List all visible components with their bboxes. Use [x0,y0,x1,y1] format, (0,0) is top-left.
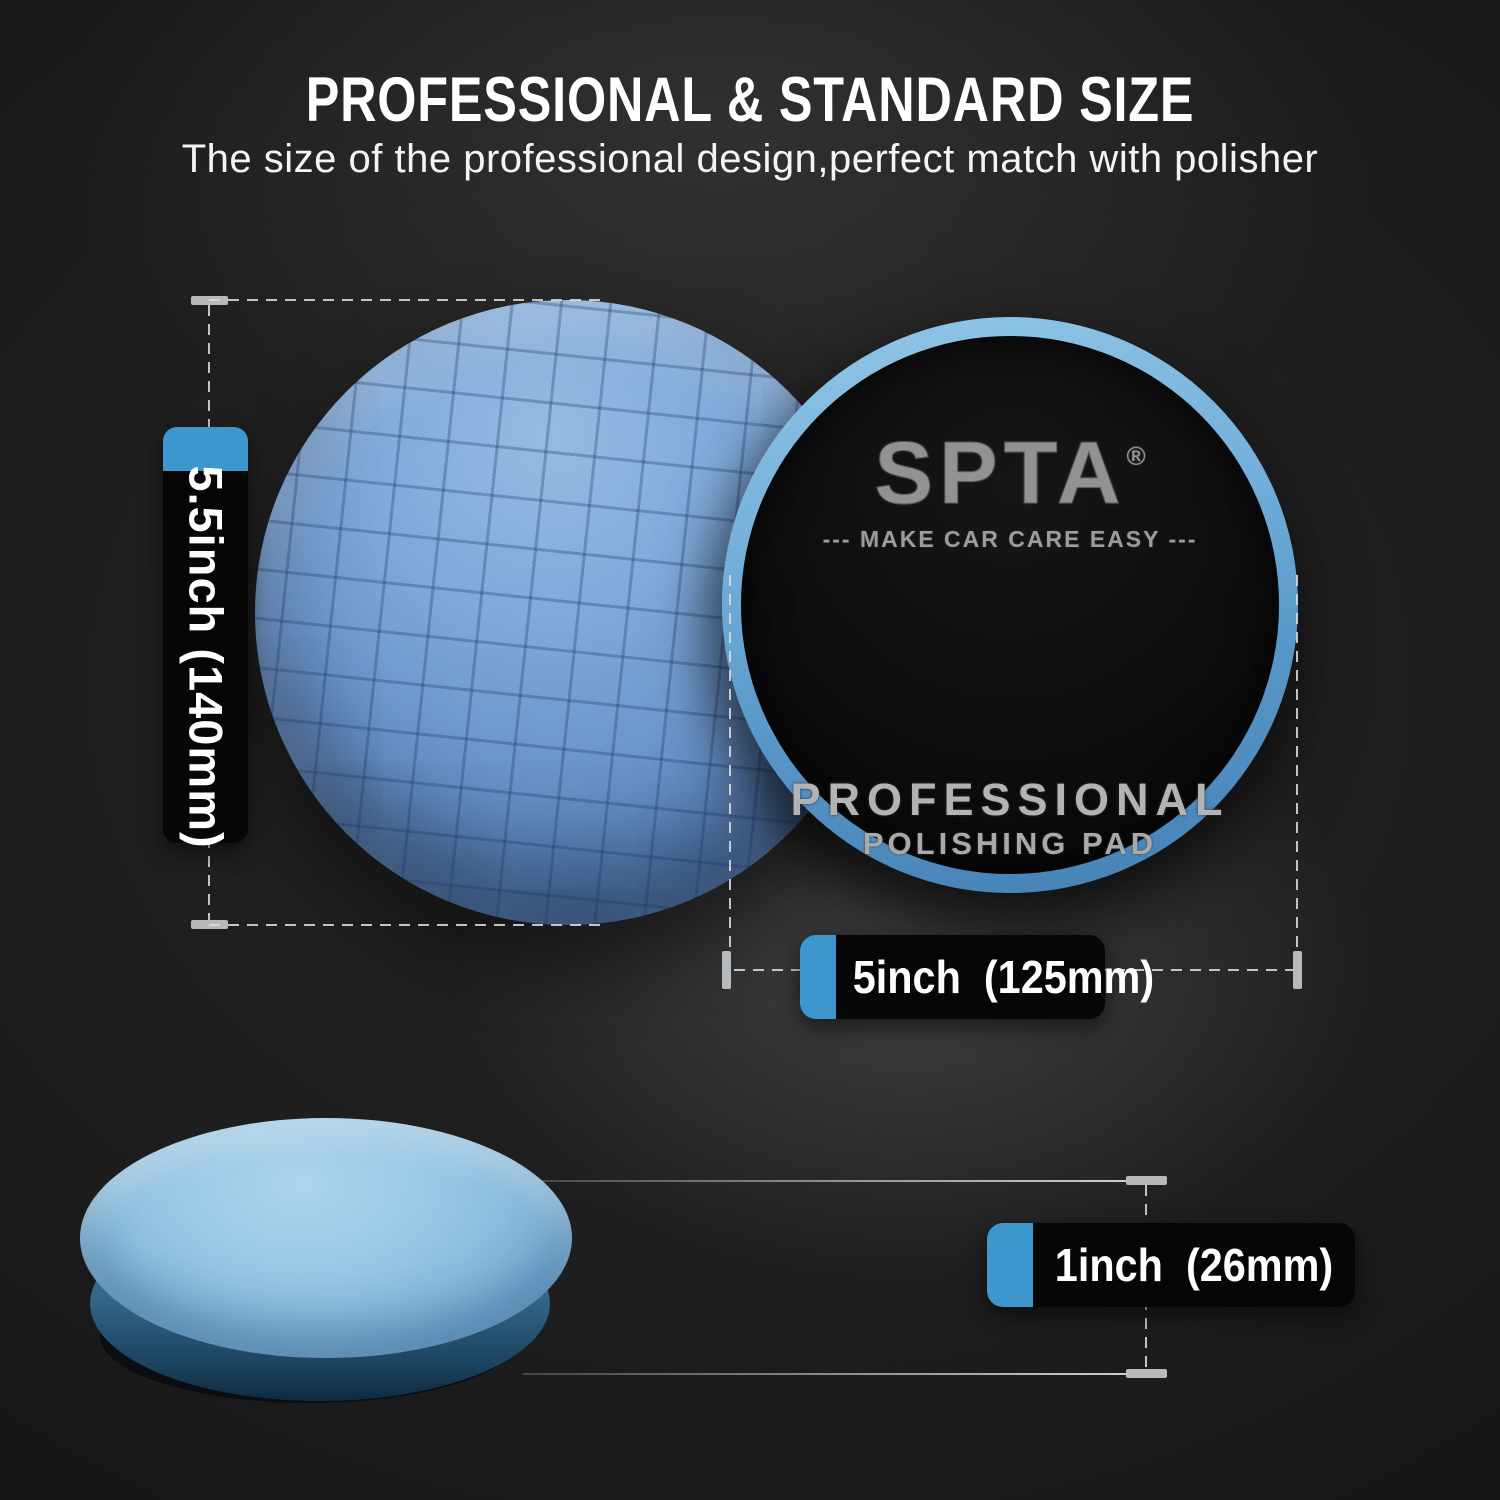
brand-text: SPTA [874,423,1127,523]
pad-side-top-foam [80,1118,572,1358]
diameter-dimension-text: 5inch (125mm) [852,951,1155,1003]
thickness-dimension-label: 1inch (26mm) [987,1223,1355,1307]
label-blue-accent [987,1223,1033,1307]
professional-text: PROFESSIONAL [790,774,1230,825]
spta-brand-logo: SPTA® [741,422,1279,524]
thickness-measure-cap-bottom [1126,1369,1167,1378]
thickness-reference-line-top [527,1180,1127,1182]
diameter-measure-cap-right [1293,951,1302,989]
diameter-extension-line-right [1296,575,1298,951]
thickness-measure-cap-top [1126,1176,1167,1185]
page-title: PROFESSIONAL & STANDARD SIZE [305,65,1195,135]
height-extension-line-top [209,299,605,301]
page-subtitle: The size of the professional design,perf… [181,137,1319,181]
polishing-pad-back-face: SPTA® --- MAKE CAR CARE EASY --- PROFESS… [722,317,1298,893]
label-blue-accent [800,935,836,1019]
polishing-pad-text: POLISHING PAD [862,826,1158,861]
height-dimension-label: 5.5inch (140mm) [163,427,248,849]
pad-velcro-backing: SPTA® --- MAKE CAR CARE EASY --- PROFESS… [741,336,1279,874]
registered-trademark-symbol: ® [1126,441,1146,471]
thickness-dimension-text: 1inch (26mm) [1054,1239,1334,1291]
label-blue-accent [163,427,248,471]
diameter-extension-line-left [729,575,731,951]
diameter-measure-cap-left [722,951,731,989]
diameter-dimension-label: 5inch (125mm) [800,935,1154,1019]
polishing-pad-side-view [80,1118,580,1418]
height-extension-line-bottom [209,924,600,926]
brand-tagline: --- MAKE CAR CARE EASY --- [822,526,1198,552]
height-dimension-text: 5.5inch (140mm) [179,465,232,849]
thickness-reference-line-bottom [523,1373,1127,1375]
